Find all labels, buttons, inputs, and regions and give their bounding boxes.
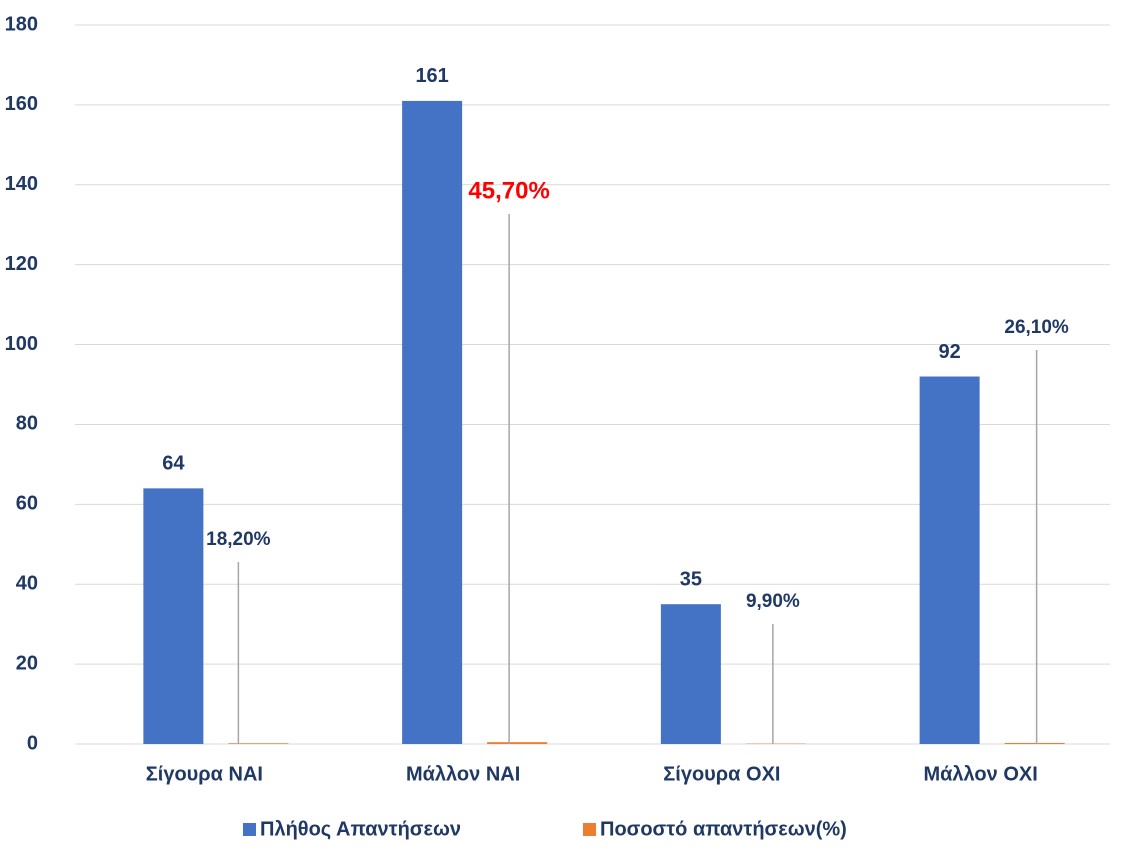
y-tick-label: 0 <box>27 732 38 754</box>
x-tick-label: Μάλλον ΝΑΙ <box>406 763 520 785</box>
value-label: 45,70% <box>468 177 549 204</box>
y-tick-label: 80 <box>16 413 38 435</box>
value-label: 9,90% <box>746 591 800 612</box>
y-tick-label: 100 <box>5 333 38 355</box>
bar <box>920 377 980 744</box>
legend-swatch <box>583 823 596 836</box>
x-tick-label: Σίγουρα ΟΧΙ <box>663 763 780 785</box>
legend-label: Ποσοστό απαντήσεων(%) <box>600 818 847 840</box>
value-label: 64 <box>162 453 185 475</box>
bar <box>487 742 547 744</box>
bar <box>228 743 288 744</box>
y-tick-label: 20 <box>16 652 38 674</box>
y-tick-label: 60 <box>16 493 38 515</box>
y-tick-label: 160 <box>5 93 38 115</box>
bar <box>402 101 462 744</box>
bar <box>143 488 203 744</box>
value-label: 18,20% <box>206 529 271 550</box>
value-label: 35 <box>680 568 702 590</box>
y-tick-label: 140 <box>5 173 38 195</box>
bar <box>1005 743 1065 744</box>
value-label: 161 <box>415 65 448 87</box>
y-tick-label: 120 <box>5 253 38 275</box>
x-tick-label: Μάλλον ΟΧΙ <box>923 763 1037 785</box>
bar <box>661 604 721 744</box>
value-label: 92 <box>939 341 961 363</box>
value-label: 26,10% <box>1004 317 1069 338</box>
legend-label: Πλήθος Απαντήσεων <box>260 818 461 840</box>
x-tick-label: Σίγουρα ΝΑΙ <box>146 763 263 785</box>
y-tick-label: 180 <box>5 13 38 35</box>
legend-swatch <box>243 823 256 836</box>
y-tick-label: 40 <box>16 573 38 595</box>
